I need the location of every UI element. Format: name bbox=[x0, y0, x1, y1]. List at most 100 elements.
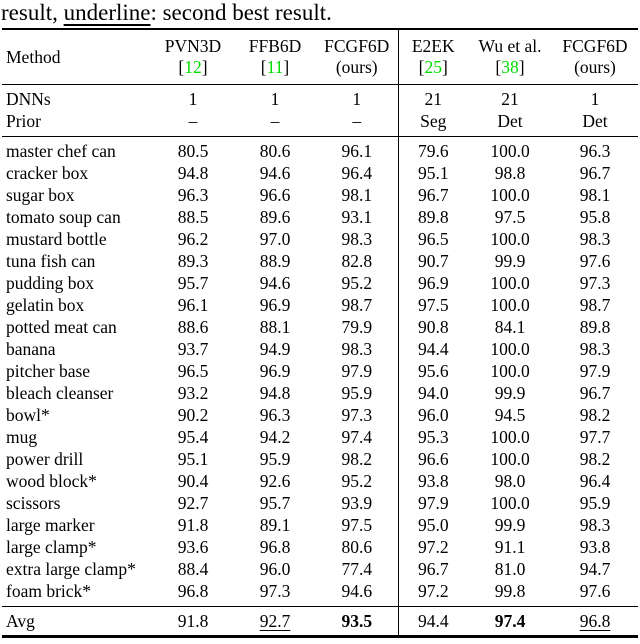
citation-number[interactable]: 25 bbox=[424, 57, 443, 77]
cell-value: 80.5 bbox=[177, 141, 209, 161]
cell-value: 95.1 bbox=[417, 163, 449, 183]
cell-value: Seg bbox=[420, 111, 447, 131]
row-label: wood block* bbox=[6, 471, 97, 491]
cell-value: 77.4 bbox=[316, 558, 399, 580]
cell-value: 99.9 bbox=[494, 251, 526, 271]
cell-value: 93.7 bbox=[177, 339, 209, 359]
cell-value: 90.8 bbox=[417, 317, 449, 337]
row-label: sugar box bbox=[6, 185, 75, 205]
cell-value: 96.0 bbox=[259, 559, 291, 579]
cell-value: 96.9 bbox=[417, 273, 449, 293]
cell-value: 79.6 bbox=[417, 141, 449, 161]
cell-value: 98.3 bbox=[579, 229, 611, 249]
cell-value: 94.5 bbox=[494, 405, 526, 425]
cell-value: 93.2 bbox=[177, 383, 209, 403]
caption-suffix: : second best result. bbox=[150, 0, 332, 25]
citation-number[interactable]: 11 bbox=[266, 57, 284, 77]
cell-value: 97.5 bbox=[417, 295, 449, 315]
cell-value: 97.0 bbox=[259, 229, 291, 249]
cell-value: 98.1 bbox=[579, 185, 611, 205]
cell-value: Det bbox=[582, 111, 608, 131]
cell-value: 90.2 bbox=[177, 405, 209, 425]
bracket: [ bbox=[418, 57, 425, 77]
method-name: FFB6D bbox=[248, 36, 302, 56]
col-header-method: Method bbox=[6, 46, 61, 67]
row-label: Prior bbox=[6, 111, 41, 131]
cell-value: 100.0 bbox=[490, 427, 530, 447]
cell-value: 89.8 bbox=[417, 207, 449, 227]
cell-value: 88.1 bbox=[259, 317, 291, 337]
cell-value: 94.4 bbox=[417, 339, 449, 359]
citation-number[interactable]: 38 bbox=[501, 57, 519, 77]
table-row: pitcher base 96.5 96.9 97.9 95.6 100.0 97.9 bbox=[2, 360, 638, 382]
cell-value: 1 bbox=[270, 89, 280, 109]
cell-value: 97.2 bbox=[417, 581, 449, 601]
cell-value: 95.2 bbox=[316, 470, 399, 492]
cell-value: 94.6 bbox=[259, 163, 291, 183]
bracket: ] bbox=[518, 57, 525, 77]
cell-value: 94.8 bbox=[259, 383, 291, 403]
row-label: Avg bbox=[6, 611, 35, 631]
table-row: mug 95.4 94.2 97.4 95.3 100.0 97.7 bbox=[2, 426, 638, 448]
cell-value: 21 bbox=[501, 89, 519, 109]
cell-value: 84.1 bbox=[494, 317, 526, 337]
cell-value: 94.6 bbox=[259, 273, 291, 293]
citation-number[interactable]: 12 bbox=[184, 57, 202, 77]
table-row: DNNs 1 1 1 21 21 1 bbox=[2, 84, 638, 110]
cell-value: 95.7 bbox=[259, 493, 291, 513]
row-label: pitcher base bbox=[6, 361, 91, 381]
cell-value: 97.6 bbox=[579, 581, 611, 601]
cell-value: 98.1 bbox=[316, 184, 399, 206]
row-label: gelatin box bbox=[6, 295, 85, 315]
cell-value: 95.9 bbox=[316, 382, 399, 404]
cell-value: 88.4 bbox=[177, 559, 209, 579]
bracket: [ bbox=[495, 57, 502, 77]
cell-value: 98.2 bbox=[579, 405, 611, 425]
cell-value: 99.8 bbox=[494, 581, 526, 601]
method-name: FCGF6D bbox=[562, 36, 628, 56]
cell-value: 89.1 bbox=[259, 515, 291, 535]
bracket: [ bbox=[260, 57, 267, 77]
table-row: tomato soup can 88.5 89.6 93.1 89.8 97.5 95.8 bbox=[2, 206, 638, 228]
cell-value: 1 bbox=[188, 89, 198, 109]
cell-value: 100.0 bbox=[490, 493, 530, 513]
cell-value: 95.3 bbox=[417, 427, 449, 447]
cell-value: 95.9 bbox=[579, 493, 611, 513]
cell-value: 80.6 bbox=[259, 141, 291, 161]
cell-value: 96.2 bbox=[177, 229, 209, 249]
table-row: banana 93.7 94.9 98.3 94.4 100.0 98.3 bbox=[2, 338, 638, 360]
row-label: bowl* bbox=[6, 405, 50, 425]
table-row: sugar box 96.3 96.6 98.1 96.7 100.0 98.1 bbox=[2, 184, 638, 206]
method-citation: [12] bbox=[152, 57, 234, 78]
cell-value: 96.8 bbox=[579, 611, 611, 631]
cell-value: 97.5 bbox=[316, 514, 399, 536]
avg-row-group: Avg 91.8 92.7 93.5 94.4 97.4 96.8 bbox=[2, 606, 638, 637]
table-row: extra large clamp* 88.4 96.0 77.4 96.7 81.0 94… bbox=[2, 558, 638, 580]
cell-value: 1 bbox=[316, 84, 399, 110]
row-label: tuna fish can bbox=[6, 251, 96, 271]
col-header-fcgf6d-right: FCGF6D (ours) bbox=[552, 29, 638, 85]
cell-value: 97.9 bbox=[316, 360, 399, 382]
method-name: E2EK bbox=[411, 36, 455, 56]
col-header-fcgf6d-left: FCGF6D (ours) bbox=[316, 29, 399, 85]
cell-value: 89.6 bbox=[259, 207, 291, 227]
cell-value: 98.3 bbox=[316, 338, 399, 360]
cell-value: 88.5 bbox=[177, 207, 209, 227]
cell-value: 97.3 bbox=[259, 581, 291, 601]
cell-value: 95.4 bbox=[177, 427, 209, 447]
table-row: tuna fish can 89.3 88.9 82.8 90.7 99.9 97.6 bbox=[2, 250, 638, 272]
cell-value: 94.8 bbox=[177, 163, 209, 183]
bracket: ] bbox=[201, 57, 208, 77]
table-row: master chef can 80.5 80.6 96.1 79.6 100.0 96.3 bbox=[2, 136, 638, 162]
method-name: Wu et al. bbox=[478, 36, 542, 56]
cell-value: 94.7 bbox=[579, 559, 611, 579]
cell-value: Det bbox=[497, 111, 523, 131]
row-label: potted meat can bbox=[6, 317, 117, 337]
cell-value: 90.4 bbox=[177, 471, 209, 491]
cell-value: 100.0 bbox=[490, 339, 530, 359]
row-label: power drill bbox=[6, 449, 84, 469]
cell-value: 96.3 bbox=[259, 405, 291, 425]
cell-value: 96.8 bbox=[259, 537, 291, 557]
cell-value: 98.2 bbox=[316, 448, 399, 470]
method-citation: [11] bbox=[234, 57, 316, 78]
